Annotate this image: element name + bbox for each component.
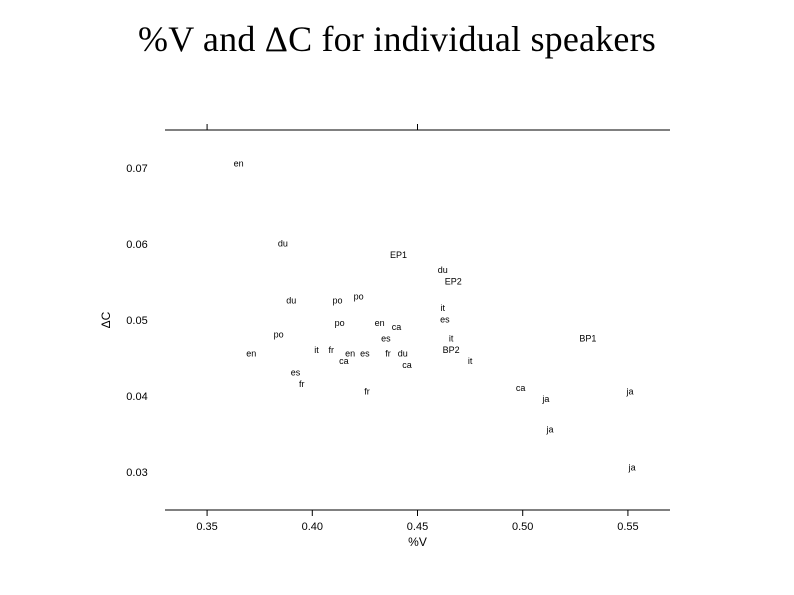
slide-title: %V and ΔC for individual speakers — [0, 18, 794, 60]
data-point-label: it — [314, 345, 319, 355]
svg-text:0.07: 0.07 — [126, 163, 147, 175]
data-point-label: it — [449, 333, 454, 343]
data-point-label: es — [381, 333, 391, 343]
data-point-label: en — [375, 318, 385, 328]
svg-text:0.35: 0.35 — [196, 521, 217, 533]
data-point-label: ja — [628, 463, 636, 473]
svg-text:0.50: 0.50 — [512, 521, 533, 533]
data-point-label: ja — [626, 387, 634, 397]
data-point-label: ca — [339, 356, 349, 366]
data-point-label: po — [354, 292, 364, 302]
data-point-label: ca — [516, 383, 526, 393]
data-point-label: en — [246, 349, 256, 359]
data-point-label: fr — [299, 379, 305, 389]
data-point-label: en — [234, 159, 244, 169]
svg-text:0.05: 0.05 — [126, 315, 147, 327]
svg-text:0.04: 0.04 — [126, 391, 147, 403]
svg-text:%V: %V — [408, 535, 427, 549]
data-point-label: es — [360, 349, 370, 359]
data-point-label: EP1 — [390, 250, 407, 260]
scatter-chart: 0.35 0.40 0.45 0.50 0.55 0.03 0.04 0.05 0.06 0.07… — [95, 110, 695, 560]
data-point-label: po — [333, 295, 343, 305]
chart-svg: 0.35 0.40 0.45 0.50 0.55 0.03 0.04 0.05 0.06 0.07… — [95, 110, 695, 560]
data-point-label: du — [438, 265, 448, 275]
slide: %V and ΔC for individual speakers 0.350.… — [0, 0, 794, 595]
data-point-label: du — [286, 295, 296, 305]
data-point-label: po — [274, 330, 284, 340]
data-point-label: fr — [328, 345, 334, 355]
data-point-label: ca — [392, 322, 402, 332]
data-point-label: du — [278, 238, 288, 248]
data-point-label: ja — [546, 425, 554, 435]
svg-text:0.45: 0.45 — [407, 521, 428, 533]
data-point-label: es — [440, 314, 450, 324]
data-point-label: ca — [402, 360, 412, 370]
data-point-label: EP2 — [445, 276, 462, 286]
data-point-label: BP1 — [579, 333, 596, 343]
data-point-label: fr — [385, 349, 391, 359]
data-point-label: du — [398, 349, 408, 359]
svg-text:0.55: 0.55 — [617, 521, 638, 533]
svg-text:0.06: 0.06 — [126, 239, 147, 251]
data-point-label: es — [291, 368, 301, 378]
data-point-label: it — [441, 303, 446, 313]
data-point-label: po — [335, 318, 345, 328]
data-point-label: fr — [364, 387, 370, 397]
svg-text:ΔC: ΔC — [99, 311, 113, 328]
data-point-label: BP2 — [443, 345, 460, 355]
svg-text:0.03: 0.03 — [126, 467, 147, 479]
data-point-label: it — [468, 356, 473, 366]
svg-text:0.40: 0.40 — [302, 521, 323, 533]
data-point-label: ja — [541, 394, 549, 404]
